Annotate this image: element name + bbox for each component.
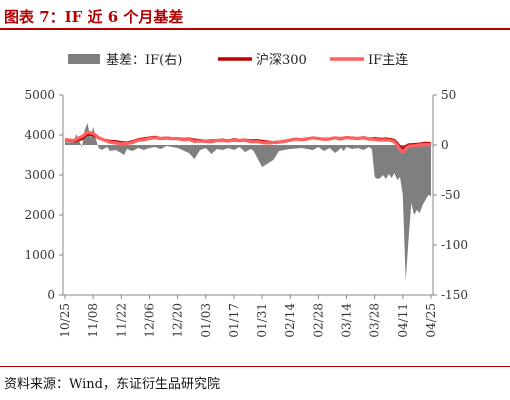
x-tick-label: 04/25 [424, 303, 438, 338]
x-tick-label: 11/08 [86, 303, 100, 338]
source-rule [0, 366, 510, 367]
right-tick-label: -50 [441, 188, 460, 202]
line-if-main [64, 130, 431, 154]
chart: 基差：IF(右) 沪深300 IF主连 010002000300040005000 … [24, 52, 468, 338]
source-note: 资料来源：Wind，东证衍生品研究院 [4, 377, 220, 392]
x-tick-label: 03/14 [340, 303, 354, 338]
lines-layer [64, 130, 432, 154]
x-tick-label: 02/14 [283, 303, 297, 338]
x-tick-label: 12/20 [171, 303, 185, 338]
left-tick-label: 0 [47, 288, 55, 302]
x-axis-ticks: 10/25 11/08 11/22 12/06 12/20 01/03 01/17 01/31… [58, 295, 438, 338]
left-axis-ticks: 0 1000 2000 3000 4000 5000 [24, 88, 63, 302]
x-tick-label: 10/25 [58, 303, 72, 338]
figure-title: 图表 7：IF 近 6 个月基差 [4, 8, 184, 26]
right-tick-label: 0 [441, 138, 449, 152]
title-rule [0, 28, 510, 30]
x-tick-label: 12/06 [142, 303, 156, 338]
x-tick-label: 02/28 [311, 303, 325, 338]
left-tick-label: 4000 [24, 128, 55, 142]
axes [62, 95, 434, 296]
right-tick-label: -100 [441, 238, 468, 252]
x-tick-label: 11/22 [114, 303, 128, 338]
legend-label-hs300: 沪深300 [256, 52, 307, 68]
x-tick-label: 01/31 [255, 303, 269, 338]
legend-label-basis: 基差：IF(右) [106, 53, 182, 68]
right-tick-label: 50 [441, 88, 456, 102]
left-tick-label: 5000 [24, 88, 55, 102]
left-tick-label: 1000 [24, 248, 55, 262]
legend-swatch-basis [68, 54, 100, 64]
x-tick-label: 03/28 [368, 303, 382, 338]
basis-area [65, 123, 431, 281]
x-tick-label: 04/11 [396, 303, 410, 338]
x-tick-label: 01/03 [199, 303, 213, 338]
legend: 基差：IF(右) 沪深300 IF主连 [68, 52, 408, 68]
right-tick-label: -150 [441, 288, 468, 302]
basis-area-layer [65, 123, 431, 281]
legend-label-if-main: IF主连 [368, 52, 408, 68]
x-tick-label: 01/17 [227, 303, 241, 338]
left-tick-label: 2000 [24, 208, 55, 222]
left-tick-label: 3000 [24, 168, 55, 182]
right-axis-ticks: -150 -100 -50 0 50 [433, 88, 468, 302]
